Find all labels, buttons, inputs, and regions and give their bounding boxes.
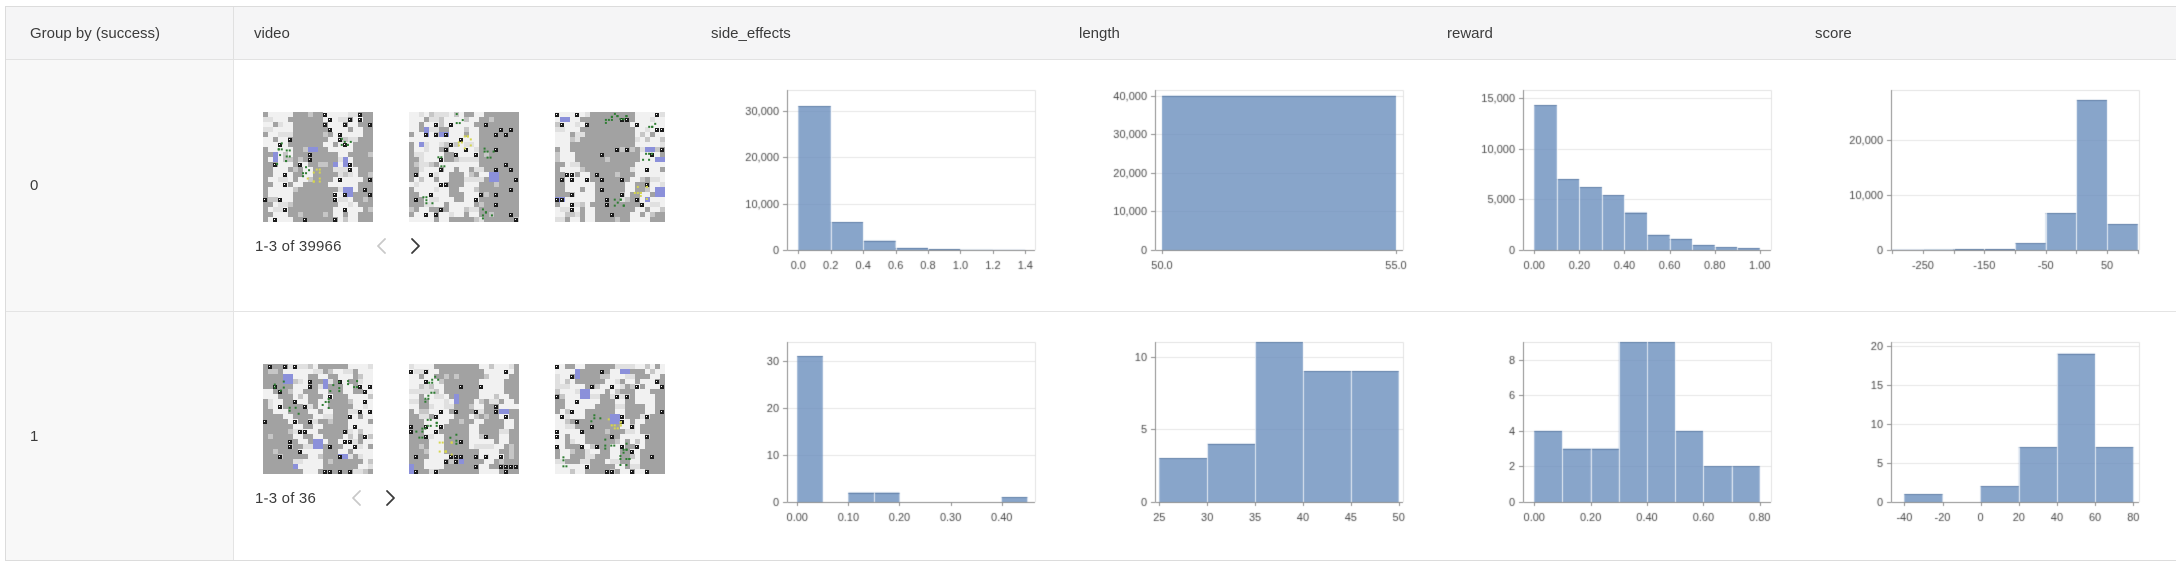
video-cell: 1-3 of 36 <box>234 312 691 560</box>
column-header-reward[interactable]: reward <box>1427 7 1795 59</box>
column-header-label: side_effects <box>711 24 791 42</box>
histogram-length[interactable] <box>1071 84 1411 290</box>
score-cell <box>1795 312 2176 560</box>
chevron-left-icon <box>377 238 387 254</box>
column-header-score[interactable]: score <box>1795 7 2176 59</box>
video-thumbnail[interactable] <box>263 364 373 474</box>
column-header-group-by-success[interactable]: Group by (success) <box>6 7 234 59</box>
histogram-side-effects[interactable] <box>703 336 1043 542</box>
video-pagination: 1-3 of 39966 <box>255 234 691 258</box>
video-thumbnails <box>263 364 691 474</box>
reward-cell <box>1427 60 1795 311</box>
group-value: 0 <box>30 177 39 194</box>
prev-page-button <box>348 488 364 508</box>
next-page-button[interactable] <box>408 236 424 256</box>
video-thumbnail[interactable] <box>263 112 373 222</box>
prev-page-button <box>374 236 390 256</box>
score-cell <box>1795 60 2176 311</box>
histogram-score[interactable] <box>1807 336 2147 542</box>
side-effects-cell <box>691 60 1059 311</box>
group-value-cell: 0 <box>6 60 234 311</box>
histogram-side-effects[interactable] <box>703 84 1043 290</box>
grouped-runs-table: Group by (success) video side_effects le… <box>5 6 2176 561</box>
column-header-video[interactable]: video <box>234 7 691 59</box>
column-header-label: Group by (success) <box>30 24 161 42</box>
video-thumbnail[interactable] <box>555 112 665 222</box>
video-thumbnail[interactable] <box>409 364 519 474</box>
histogram-length[interactable] <box>1071 336 1411 542</box>
histogram-reward[interactable] <box>1439 336 1779 542</box>
pagination-label: 1-3 of 36 <box>255 489 317 507</box>
length-cell <box>1059 60 1427 311</box>
group-value: 1 <box>30 427 39 445</box>
column-header-label: video <box>254 24 290 42</box>
video-pagination: 1-3 of 36 <box>255 486 691 510</box>
table-row: 1 1-3 of 36 <box>6 311 2176 560</box>
histogram-reward[interactable] <box>1439 84 1779 290</box>
column-header-side-effects[interactable]: side_effects <box>691 7 1059 59</box>
table-header-row: Group by (success) video side_effects le… <box>6 7 2176 60</box>
pagination-label: 1-3 of 39966 <box>255 237 342 255</box>
column-header-label: score <box>1815 24 1852 42</box>
column-header-label: length <box>1079 24 1120 42</box>
column-header-label: reward <box>1447 24 1493 42</box>
table-row: 0 1-3 of 39966 <box>6 60 2176 311</box>
length-cell <box>1059 312 1427 560</box>
reward-cell <box>1427 312 1795 560</box>
next-page-button[interactable] <box>382 488 398 508</box>
side-effects-cell <box>691 312 1059 560</box>
group-value-cell: 1 <box>6 312 234 560</box>
column-header-length[interactable]: length <box>1059 7 1427 59</box>
chevron-left-icon <box>351 490 361 506</box>
chevron-right-icon <box>411 238 421 254</box>
video-thumbnail[interactable] <box>555 364 665 474</box>
video-thumbnails <box>263 112 691 222</box>
video-thumbnail[interactable] <box>409 112 519 222</box>
chevron-right-icon <box>385 490 395 506</box>
video-cell: 1-3 of 39966 <box>234 60 691 311</box>
histogram-score[interactable] <box>1807 84 2147 290</box>
